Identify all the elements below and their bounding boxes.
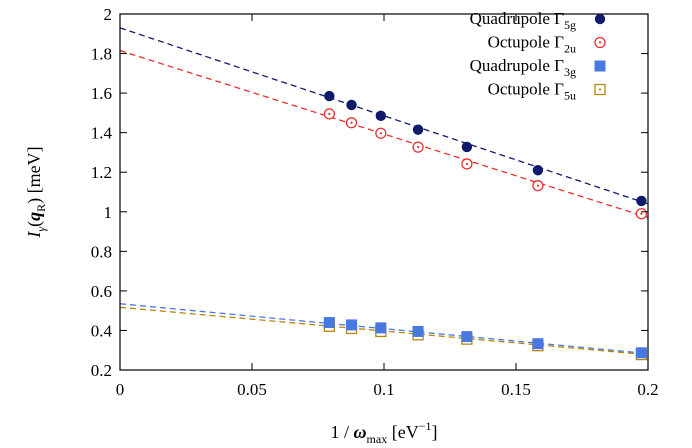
legend-label: Quadrupole Γ3g <box>470 56 576 79</box>
legend-marker <box>594 83 606 96</box>
y-tick-label: 2 <box>104 5 113 24</box>
legend-marker <box>594 13 606 25</box>
y-tick-label: 1.6 <box>91 84 112 103</box>
data-point <box>345 117 358 129</box>
fit-line <box>119 49 649 219</box>
data-points <box>323 90 648 361</box>
legend-label: Quadrupole Γ5g <box>470 9 576 32</box>
data-point <box>375 322 387 334</box>
y-tick-label: 1.4 <box>91 124 113 143</box>
data-point <box>635 347 647 359</box>
data-point <box>532 338 544 350</box>
x-tick-label: 0.2 <box>637 380 658 399</box>
legend-marker <box>594 60 606 72</box>
fit-line <box>119 27 649 205</box>
y-tick-label: 0.2 <box>91 361 112 380</box>
y-axis-label: Iγ(qR) [meV] <box>24 146 48 238</box>
y-tick-label: 1.8 <box>91 45 112 64</box>
data-point <box>532 165 544 176</box>
x-axis-label: 1 / ωmax [eV−1] <box>331 419 438 446</box>
data-point <box>412 141 424 153</box>
x-tick-label: 0.05 <box>237 380 267 399</box>
x-tick-label: 0.15 <box>501 380 531 399</box>
y-tick-label: 1.2 <box>91 163 112 182</box>
data-point <box>532 180 544 192</box>
data-point <box>412 124 424 135</box>
data-point <box>346 319 358 331</box>
x-tick-label: 0.1 <box>373 380 394 399</box>
axis-ticks: 0 0.05 0.1 0.15 0.2 0.2 0.4 0.6 0.8 1 1.2 1.4 1.6 1.8… <box>91 5 659 399</box>
data-point <box>636 195 647 207</box>
data-point <box>323 108 336 120</box>
y-tick-label: 0.6 <box>91 282 112 301</box>
x-tick-label: 0 <box>116 380 125 399</box>
y-tick-label: 0.4 <box>91 321 113 340</box>
data-point <box>635 208 648 220</box>
y-tick-label: 1 <box>104 203 113 222</box>
data-point <box>324 90 335 102</box>
data-point <box>323 317 335 329</box>
data-point <box>461 331 473 343</box>
legend-label: Octupole Γ2u <box>488 33 576 56</box>
data-point <box>461 158 473 170</box>
y-tick-label: 0.8 <box>91 242 112 261</box>
data-point <box>412 325 424 337</box>
data-point <box>375 110 387 122</box>
data-point <box>461 141 473 153</box>
legend-marker <box>594 36 606 49</box>
legend-label: Octupole Γ5u <box>488 80 576 103</box>
data-point <box>346 99 357 111</box>
data-point <box>375 127 387 139</box>
